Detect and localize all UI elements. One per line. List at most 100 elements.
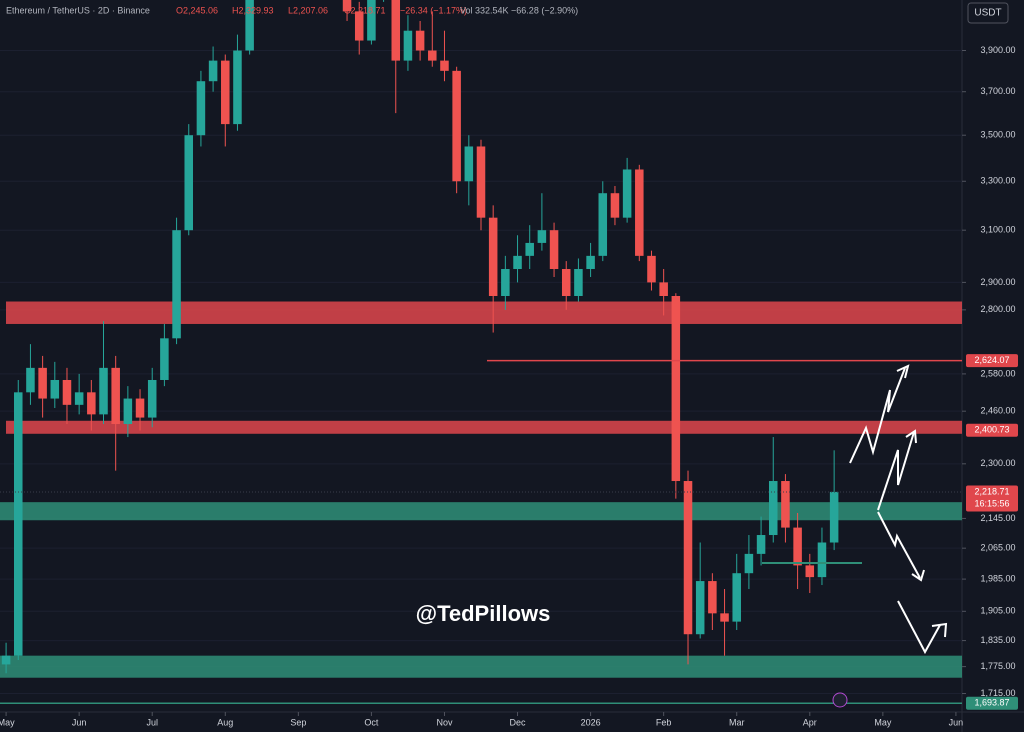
- x-tick-label: Jun: [949, 717, 964, 727]
- candle-body: [781, 481, 790, 528]
- y-tick-label: 1,835.00: [980, 635, 1015, 645]
- price-tag-label: 2,218.71: [974, 486, 1009, 496]
- arrow-path: [849, 367, 906, 464]
- price-tag: [966, 696, 1018, 710]
- y-tick-label: 2,145.00: [980, 513, 1015, 523]
- candle-body: [14, 392, 23, 656]
- price-tag: [966, 485, 1018, 512]
- x-tick-label: Mar: [729, 717, 745, 727]
- zone: [0, 502, 962, 521]
- arrow-head: [896, 364, 910, 379]
- candle-body: [501, 269, 510, 297]
- countdown: 16:15:56: [974, 498, 1009, 508]
- x-tick-label: Jun: [72, 717, 87, 727]
- y-tick-label: 2,065.00: [980, 543, 1015, 553]
- arrow-head: [931, 622, 948, 638]
- x-tick-label: Feb: [656, 717, 672, 727]
- arrow-head: [911, 569, 925, 582]
- candle-body: [111, 367, 120, 425]
- candle-body: [403, 30, 413, 61]
- ohlc-value: −26.34 (−1.17%): [400, 5, 467, 15]
- arrow-path: [897, 600, 941, 655]
- candle-body: [476, 146, 486, 218]
- candle-body: [87, 392, 96, 415]
- candle-body: [342, 0, 352, 12]
- candle-body: [123, 398, 133, 425]
- y-tick-label: 3,100.00: [980, 225, 1015, 235]
- candle-body: [513, 255, 522, 270]
- y-tick-label: 2,580.00: [980, 368, 1015, 378]
- price-tag: [966, 354, 1018, 368]
- candle-body: [440, 60, 449, 71]
- x-tick-label: Oct: [364, 717, 379, 727]
- price-tag-label: 2,624.07: [974, 355, 1009, 365]
- candle-body: [732, 573, 741, 622]
- y-tick-label: 3,300.00: [980, 176, 1015, 186]
- candle-body: [391, 0, 401, 61]
- zone: [6, 301, 962, 324]
- candle-body: [695, 581, 705, 635]
- y-tick-label: 2,300.00: [980, 458, 1015, 468]
- candle-body: [683, 481, 693, 635]
- x-tick-label: Sep: [290, 717, 306, 727]
- candle-body: [793, 527, 802, 566]
- plot-area: [0, 0, 962, 704]
- candle-body: [464, 146, 474, 182]
- candle-body: [354, 11, 364, 41]
- candle-body: [415, 30, 425, 51]
- candle-body: [208, 60, 218, 82]
- y-tick-label: 3,500.00: [980, 130, 1015, 140]
- candle-body: [574, 269, 583, 297]
- candle-body: [622, 169, 632, 218]
- candle-body: [74, 392, 84, 405]
- candle-body: [488, 217, 498, 297]
- arrow-path: [877, 431, 915, 511]
- candle-body: [245, 0, 254, 51]
- candle-body: [196, 81, 206, 136]
- candle-body: [720, 613, 729, 622]
- ohlc-value: O2,245.06: [176, 5, 218, 15]
- x-tick-label: May: [874, 717, 892, 727]
- candle-body: [26, 367, 35, 393]
- y-tick-label: 1,985.00: [980, 573, 1015, 583]
- ohlc-legend: O2,245.06 H2,329.93 L2,207.06 C2,218.71 −26.…: [176, 5, 467, 15]
- y-tick-label: 1,775.00: [980, 661, 1015, 671]
- candle-body: [635, 169, 644, 256]
- currency-label[interactable]: USDT: [974, 8, 1001, 19]
- candle-body: [829, 491, 839, 543]
- candle-body: [708, 581, 717, 614]
- x-tick-label: Nov: [436, 717, 453, 727]
- candle-body: [586, 255, 595, 270]
- y-tick-label: 2,900.00: [980, 277, 1015, 287]
- candle-body: [233, 50, 242, 125]
- candle-body: [549, 230, 559, 270]
- currency-button[interactable]: [967, 2, 1009, 24]
- candle-body: [744, 553, 754, 574]
- candle-body: [99, 367, 108, 415]
- symbol-title: Ethereum / TetherUS · 2D · Binance: [6, 5, 150, 15]
- candle-body: [671, 296, 681, 482]
- y-tick-label: 1,715.00: [980, 688, 1015, 698]
- candle-body: [598, 193, 608, 256]
- x-tick-label: Jul: [146, 717, 158, 727]
- candle-body: [525, 242, 534, 256]
- candle-body: [428, 50, 437, 61]
- candle-body: [135, 398, 145, 418]
- candle-body: [172, 230, 181, 339]
- candle-body: [452, 70, 461, 182]
- candle-body: [50, 379, 60, 399]
- y-tick-label: 2,800.00: [980, 304, 1015, 314]
- y-tick-label: 1,905.00: [980, 606, 1015, 616]
- event-icon[interactable]: [832, 692, 848, 708]
- candle-body: [659, 282, 668, 297]
- candle-body: [756, 535, 766, 554]
- candle-body: [817, 542, 827, 578]
- y-tick-label: 2,460.00: [980, 406, 1015, 416]
- ohlc-value: C2,218.71: [344, 5, 386, 15]
- candle-body: [768, 481, 778, 536]
- watermark: @TedPillows: [416, 601, 551, 626]
- x-tick-label: May: [0, 717, 15, 727]
- arrow-head: [905, 429, 917, 444]
